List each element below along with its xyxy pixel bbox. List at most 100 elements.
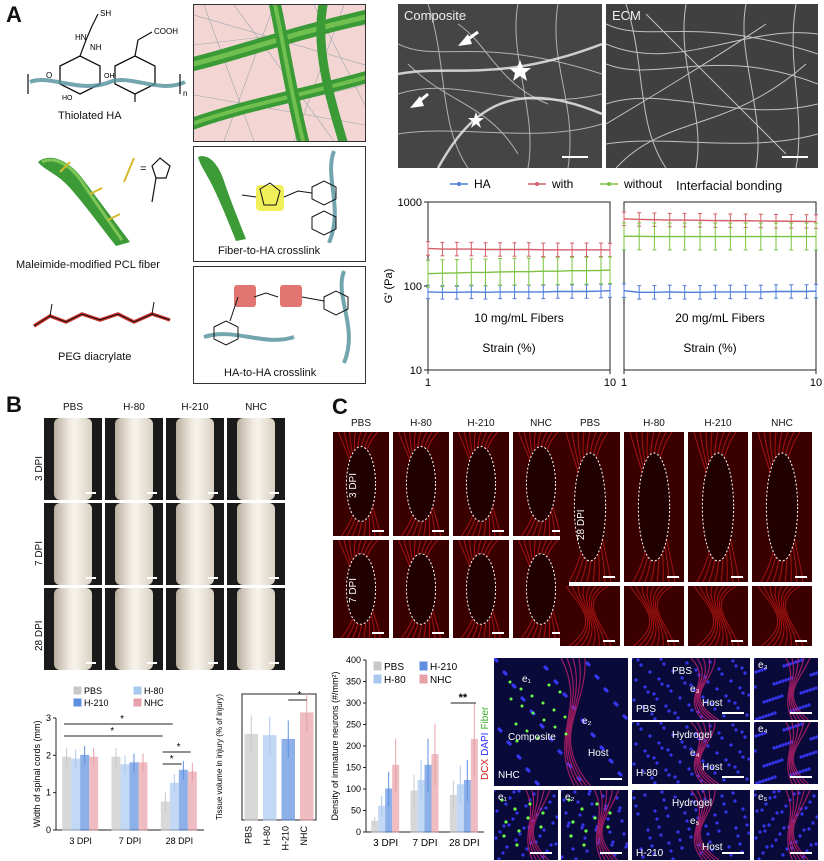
x-tick-label: 1 xyxy=(425,377,431,389)
dapi-nucleus xyxy=(574,857,578,860)
dcx-signal xyxy=(570,658,591,786)
dapi-nucleus xyxy=(664,806,668,810)
spinal-cord-tissue xyxy=(176,503,214,585)
dapi-nucleus xyxy=(662,662,666,666)
fiber-signal xyxy=(517,829,521,833)
dapi-nucleus xyxy=(494,836,498,840)
dapi-nucleus xyxy=(508,742,512,746)
scale-bar xyxy=(731,640,743,642)
dapi-nucleus xyxy=(761,715,765,719)
column-label: H-80 xyxy=(643,418,665,429)
dapi-nucleus xyxy=(738,750,742,754)
dapi-nucleus xyxy=(552,794,556,798)
dcx-fiber xyxy=(588,586,600,646)
dapi-nucleus xyxy=(710,702,714,706)
dapi-nucleus xyxy=(764,714,768,718)
scale-bar xyxy=(722,776,744,778)
dcx-fiber xyxy=(657,586,676,646)
sem-ecm-image: ECM xyxy=(606,4,818,168)
dcx-micrograph xyxy=(333,540,389,638)
legend-label: NHC xyxy=(430,675,452,686)
dapi-nucleus xyxy=(801,769,805,773)
dapi-nucleus xyxy=(729,853,733,857)
dcx-signal xyxy=(531,790,545,860)
dcx-fiber xyxy=(780,586,792,646)
dapi-nucleus xyxy=(706,832,710,836)
dapi-nucleus xyxy=(585,849,589,853)
dapi-nucleus xyxy=(778,680,782,684)
fluorescence-drawing xyxy=(754,790,818,860)
dcx-signal xyxy=(785,722,793,784)
dapi-nucleus xyxy=(772,682,776,686)
dapi-nucleus xyxy=(704,700,708,704)
scale-bar xyxy=(731,576,743,578)
x-tick-label: NHC xyxy=(299,826,309,846)
fluor-inset-e2: e₂ xyxy=(561,790,628,860)
dapi-nucleus xyxy=(666,684,670,688)
row-label: 7 DPI xyxy=(348,577,359,603)
dapi-nucleus xyxy=(704,824,708,828)
dapi-nucleus xyxy=(733,799,737,803)
fiber-signal xyxy=(530,694,534,698)
dcx-fiber xyxy=(590,586,606,646)
y-tick-label: 0 xyxy=(356,827,361,837)
column-label: NHC xyxy=(530,418,552,429)
dcx-micrograph xyxy=(624,432,684,582)
fluor-inset-e1: e₁ xyxy=(494,790,558,860)
scale-bar xyxy=(790,852,812,854)
column-label: H-210 xyxy=(181,402,209,413)
y-tick-label: 1000 xyxy=(398,197,422,209)
inset-label: e₂ xyxy=(565,792,575,803)
dapi-nucleus xyxy=(632,762,636,766)
legend-label: H-80 xyxy=(384,675,406,686)
lesion-outline xyxy=(465,553,497,625)
dapi-nucleus xyxy=(763,829,767,833)
dcx-signal xyxy=(525,790,533,860)
dcx-fiber xyxy=(586,586,596,646)
dapi-nucleus xyxy=(680,846,684,850)
fluor-composite-overview: e₁ e₂ Composite Host NHC xyxy=(494,658,628,786)
dcx-signal xyxy=(696,658,712,720)
series-line-HA xyxy=(427,289,611,294)
region-label: PBS xyxy=(672,666,693,677)
dapi-nucleus xyxy=(676,780,680,784)
dapi-nucleus xyxy=(758,830,762,834)
dapi-nucleus xyxy=(798,770,802,774)
dapi-nucleus xyxy=(689,683,693,687)
sem-composite-image: Composite xyxy=(398,4,602,168)
dapi-nucleus xyxy=(545,849,549,853)
dapi-nucleus xyxy=(692,800,696,804)
dcx-signal xyxy=(528,790,537,860)
dapi-nucleus xyxy=(678,838,682,842)
dcx-signal xyxy=(593,790,602,860)
dapi-nucleus xyxy=(504,672,508,676)
dapi-nucleus xyxy=(667,709,671,713)
scale-bar xyxy=(372,632,384,634)
dapi-nucleus xyxy=(624,716,628,720)
dapi-nucleus xyxy=(587,792,591,796)
y-tick-label: 50 xyxy=(351,806,361,816)
dapi-nucleus xyxy=(754,658,756,660)
dapi-nucleus xyxy=(683,745,687,749)
dapi-nucleus xyxy=(587,663,591,667)
scale-bar xyxy=(667,640,679,642)
dapi-nucleus xyxy=(815,671,818,675)
y-tick-label: 2 xyxy=(46,750,51,760)
inset-label: e₄ xyxy=(758,724,768,735)
scale-bar xyxy=(600,778,622,780)
y-axis-label: Width of spinal cords (mm) xyxy=(32,720,42,827)
column-label: H-210 xyxy=(467,418,495,429)
dapi-nucleus xyxy=(807,827,811,831)
region-label: Host xyxy=(702,698,723,709)
dapi-nucleus xyxy=(784,804,788,808)
nh-label: NH xyxy=(90,43,102,52)
dcx-signal xyxy=(600,790,614,860)
micrograph-drawing xyxy=(393,540,449,638)
dapi-nucleus xyxy=(664,704,668,708)
dapi-nucleus xyxy=(782,728,786,732)
scale-bar xyxy=(530,852,552,854)
dapi-nucleus xyxy=(761,851,765,855)
dapi-nucleus xyxy=(632,658,634,660)
scale-bar xyxy=(86,662,96,664)
